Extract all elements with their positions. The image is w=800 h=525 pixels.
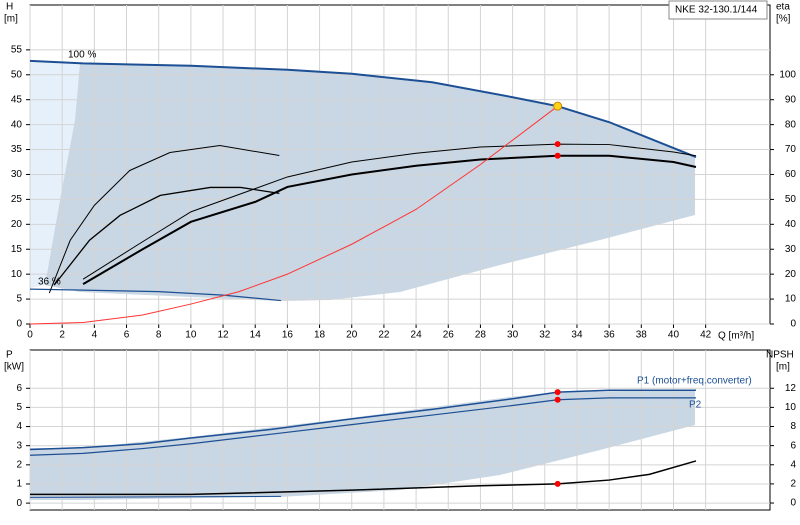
y-tick-label: 0: [16, 319, 22, 330]
y-tick-label: 30: [11, 169, 23, 180]
curve: [30, 460, 697, 496]
y-tick-label: 50: [11, 69, 23, 80]
y-tick-label: 40: [11, 119, 23, 130]
y-tick-label: 45: [11, 94, 23, 105]
x-tick-label: 8: [156, 330, 162, 341]
y-tick-label: 1: [16, 479, 22, 490]
y-tick-label: 5: [16, 402, 22, 413]
curve: [48, 145, 280, 294]
y2-tick-label: 40: [785, 219, 797, 230]
duty-point: [553, 101, 563, 111]
duty-point: [554, 396, 561, 403]
y2-tick-label: 2: [790, 479, 796, 490]
y-unit: [m]: [4, 14, 18, 25]
y2-tick-label: 4: [790, 459, 796, 470]
y2-tick-label: 60: [785, 169, 797, 180]
curve: [29, 495, 281, 498]
x-tick-label: 32: [539, 330, 551, 341]
curve: [29, 397, 696, 456]
y-tick-label: 10: [11, 269, 23, 280]
y2-tick-label: 0: [790, 498, 796, 509]
y2-tick-label: 10: [785, 294, 797, 305]
y-tick-label: 5: [16, 294, 22, 305]
curve: [82, 143, 697, 280]
x-tick-label: 0: [27, 330, 33, 341]
x-tick-label: 4: [92, 330, 98, 341]
y2-tick-label: 30: [785, 244, 797, 255]
y2-label: eta: [776, 2, 790, 13]
y-tick-label: 2: [16, 459, 22, 470]
y-tick-label: 25: [11, 194, 23, 205]
x-label: Q [m³/h]: [718, 331, 754, 342]
x-tick-label: 30: [507, 330, 519, 341]
y2-tick-label: 8: [790, 421, 796, 432]
y2-tick-label: 80: [785, 119, 797, 130]
y2-tick-label: 90: [785, 94, 797, 105]
curve: [29, 389, 696, 451]
y2-tick-label: 10: [785, 402, 797, 413]
duty-point: [554, 389, 561, 396]
curve: [29, 288, 282, 302]
y2-unit: [%]: [776, 14, 791, 25]
x-tick-label: 38: [636, 330, 648, 341]
y-tick-label: 6: [16, 383, 22, 394]
x-tick-label: 42: [700, 330, 712, 341]
curve: [29, 105, 558, 325]
y-tick-label: 20: [11, 219, 23, 230]
y2-tick-label: 70: [785, 144, 797, 155]
x-tick-label: 26: [443, 330, 455, 341]
y2-tick-label: 20: [785, 269, 797, 280]
y2-tick-label: 6: [790, 440, 796, 451]
y2-tick-label: 0: [790, 319, 796, 330]
curve: [29, 59, 697, 158]
y2-tick-label: 100: [779, 69, 796, 80]
x-tick-label: 6: [124, 330, 130, 341]
x-tick-label: 20: [346, 330, 358, 341]
x-tick-label: 12: [217, 330, 229, 341]
series-label: P1 (motor+freq.converter): [637, 376, 752, 387]
x-tick-label: 2: [59, 330, 65, 341]
x-tick-label: 34: [571, 330, 583, 341]
title-box: [668, 0, 768, 20]
curve: [53, 186, 280, 286]
y-tick-label: 3: [16, 440, 22, 451]
y-label: P: [6, 350, 13, 361]
y-tick-label: 15: [11, 244, 23, 255]
x-tick-label: 18: [314, 330, 326, 341]
y-tick-label: 4: [16, 421, 22, 432]
y2-tick-label: 50: [785, 194, 797, 205]
duty-point: [554, 152, 561, 159]
duty-point: [554, 141, 561, 148]
series-label: P2: [689, 400, 702, 411]
curve: [82, 154, 697, 285]
x-tick-label: 22: [378, 330, 390, 341]
x-tick-label: 14: [250, 330, 262, 341]
series-label: 36 %: [38, 277, 61, 288]
y-unit: [kW]: [4, 362, 24, 373]
x-tick-label: 28: [475, 330, 487, 341]
duty-point: [554, 480, 561, 487]
operating-area: [30, 60, 695, 500]
x-tick-label: 36: [604, 330, 616, 341]
x-tick-label: 16: [282, 330, 294, 341]
chart-title: NKE 32-130.1/144: [675, 5, 758, 16]
y-tick-label: 35: [11, 144, 23, 155]
x-tick-label: 40: [668, 330, 680, 341]
y-tick-label: 55: [11, 45, 23, 56]
y-label: H: [6, 2, 13, 13]
shade-bottom: [30, 390, 695, 500]
y2-label: NPSH: [766, 350, 794, 361]
y2-tick-label: 12: [785, 383, 797, 394]
y2-unit: [m]: [776, 362, 790, 373]
y-tick-label: 0: [16, 498, 22, 509]
shade-top: [45, 63, 695, 301]
series-label: 100 %: [68, 50, 96, 61]
x-tick-label: 24: [411, 330, 423, 341]
x-tick-label: 10: [185, 330, 197, 341]
